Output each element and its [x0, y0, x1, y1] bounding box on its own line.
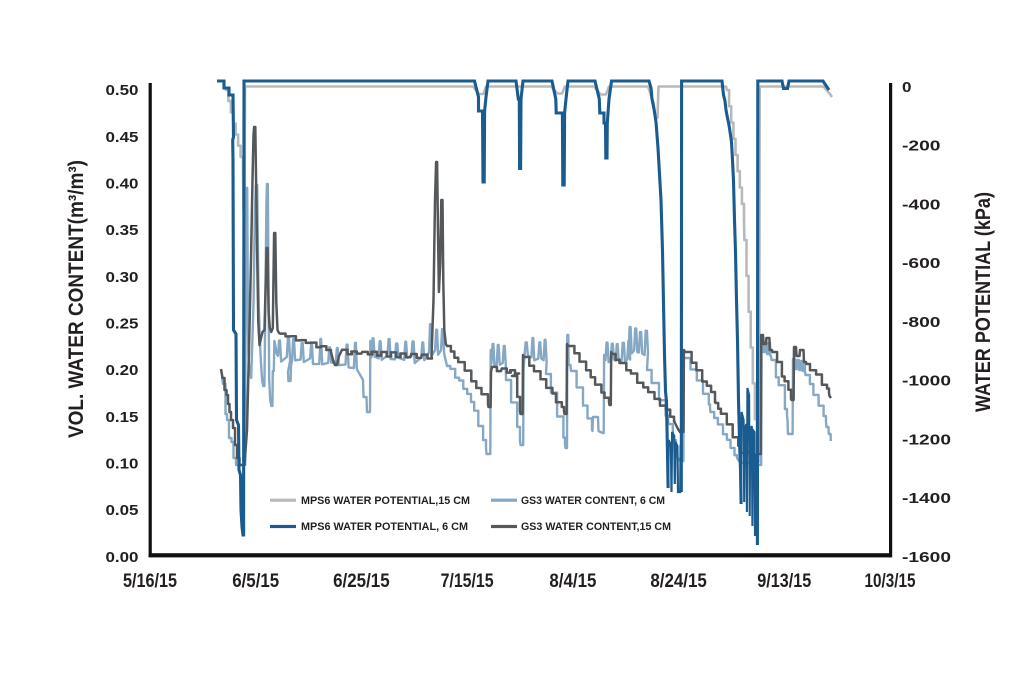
svg-text:6/5/15: 6/5/15	[232, 570, 279, 592]
svg-text:9/13/15: 9/13/15	[757, 570, 811, 592]
svg-text:0.10: 0.10	[106, 457, 139, 473]
svg-text:-1600: -1600	[902, 550, 951, 566]
svg-text:-200: -200	[902, 139, 941, 155]
svg-text:0.05: 0.05	[106, 503, 139, 519]
svg-text:WATER POTENTIAL (kPa): WATER POTENTIAL (kPa)	[972, 192, 995, 412]
svg-text:5/16/15: 5/16/15	[123, 570, 177, 592]
svg-text:10/3/15: 10/3/15	[865, 570, 916, 592]
svg-text:-800: -800	[902, 315, 941, 331]
svg-text:0.30: 0.30	[106, 270, 139, 286]
svg-text:GS3 WATER CONTENT, 6 CM: GS3 WATER CONTENT, 6 CM	[521, 495, 665, 507]
svg-text:0.15: 0.15	[106, 410, 139, 426]
svg-text:-600: -600	[902, 256, 941, 272]
svg-text:0.35: 0.35	[106, 223, 139, 239]
svg-text:-1400: -1400	[902, 491, 951, 507]
svg-text:0.40: 0.40	[106, 177, 139, 193]
svg-text:-1200: -1200	[902, 432, 951, 448]
svg-text:VOL. WATER CONTENT(m³/m³): VOL. WATER CONTENT(m³/m³)	[65, 160, 88, 438]
svg-text:8/4/15: 8/4/15	[549, 570, 596, 592]
svg-text:MPS6 WATER POTENTIAL, 6 CM: MPS6 WATER POTENTIAL, 6 CM	[301, 521, 468, 533]
svg-text:7/15/15: 7/15/15	[441, 570, 494, 592]
svg-text:0.25: 0.25	[106, 317, 139, 333]
svg-text:-400: -400	[902, 197, 941, 213]
svg-text:6/25/15: 6/25/15	[333, 570, 390, 592]
svg-text:-1000: -1000	[902, 374, 951, 390]
svg-text:0.00: 0.00	[106, 550, 139, 566]
svg-text:0.20: 0.20	[106, 363, 139, 379]
svg-text:8/24/15: 8/24/15	[650, 570, 707, 592]
svg-text:GS3 WATER CONTENT,15 CM: GS3 WATER CONTENT,15 CM	[521, 521, 671, 533]
svg-text:0.50: 0.50	[106, 83, 139, 99]
svg-text:0.45: 0.45	[106, 130, 139, 146]
svg-text:0: 0	[902, 80, 912, 96]
svg-text:MPS6 WATER POTENTIAL,15 CM: MPS6 WATER POTENTIAL,15 CM	[301, 495, 470, 507]
